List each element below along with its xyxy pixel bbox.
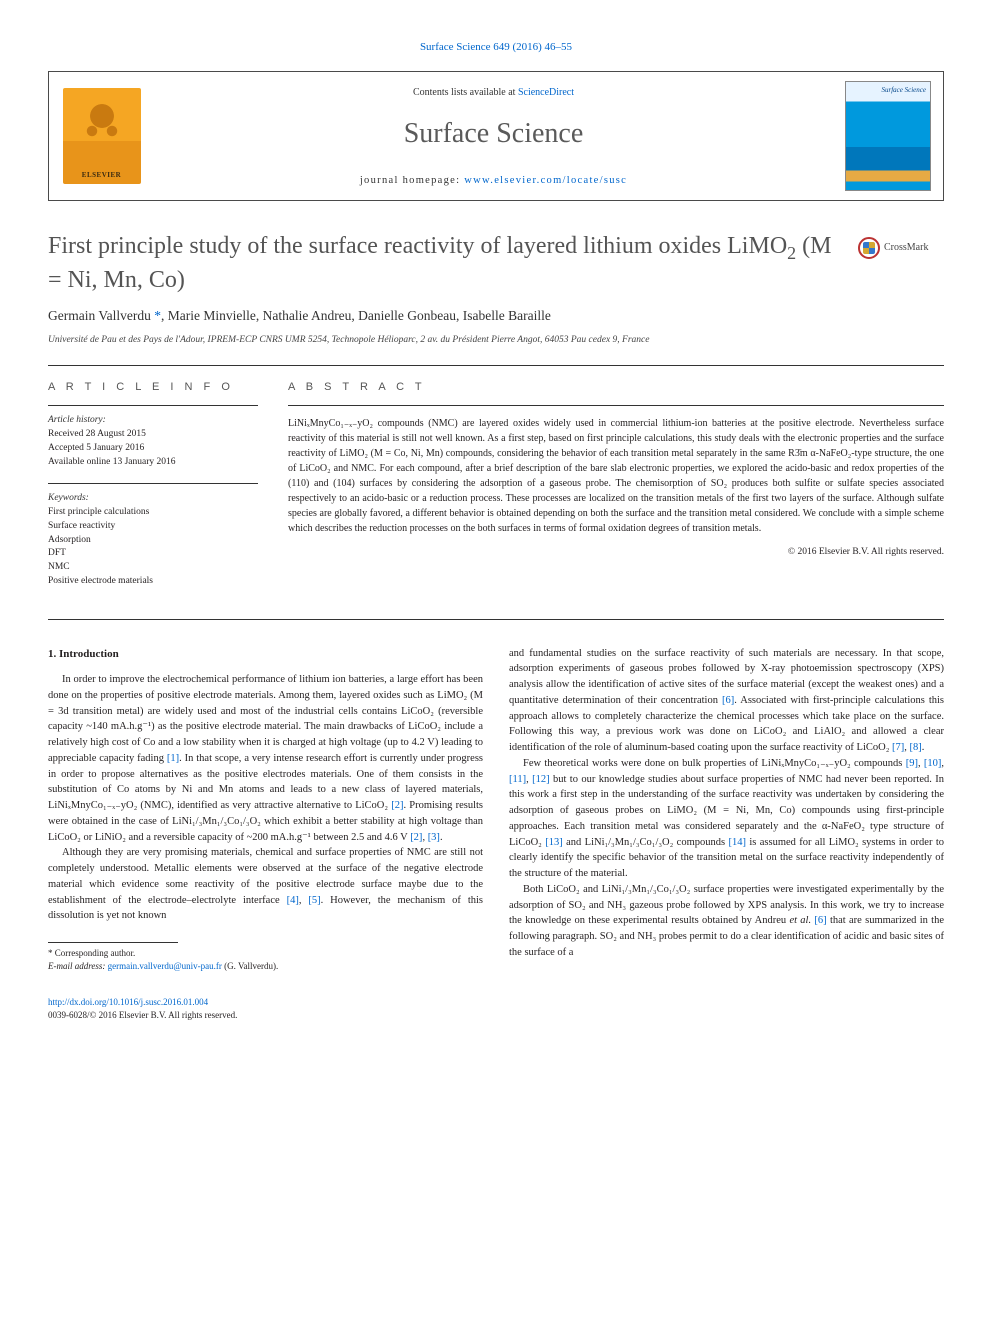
footnote-corresponding: * Corresponding author. — [48, 947, 483, 960]
contents-lists-pre: Contents lists available at — [413, 87, 518, 98]
body-paragraph: and fundamental studies on the surface r… — [509, 646, 944, 756]
journal-cover-area: Surface Science — [833, 72, 943, 200]
body-paragraph: Few theoretical works were done on bulk … — [509, 756, 944, 882]
article-title: First principle study of the surface rea… — [48, 231, 858, 294]
crossmark-badge[interactable]: CrossMark — [858, 231, 944, 259]
contents-lists-line: Contents lists available at ScienceDirec… — [154, 86, 833, 100]
crossmark-icon — [858, 237, 880, 259]
affiliation: Université de Pau et des Pays de l'Adour… — [48, 334, 944, 347]
author-email-link[interactable]: germain.vallverdu@univ-pau.fr — [108, 961, 222, 971]
journal-header: ELSEVIER Contents lists available at Sci… — [48, 71, 944, 201]
keyword: First principle calculations — [48, 506, 258, 520]
email-tail: (G. Vallverdu). — [222, 961, 278, 971]
author-list: Germain Vallverdu *, Marie Minvielle, Na… — [48, 307, 944, 326]
cover-title-text: Surface Science — [846, 82, 930, 96]
homepage-pre: journal homepage: — [360, 175, 464, 186]
history-line: Received 28 August 2015 — [48, 428, 258, 442]
history-line: Accepted 5 January 2016 — [48, 442, 258, 456]
divider — [48, 483, 258, 484]
article-info-heading: A R T I C L E I N F O — [48, 380, 258, 395]
journal-homepage-line: journal homepage: www.elsevier.com/locat… — [154, 174, 833, 189]
publisher-logo-area: ELSEVIER — [49, 72, 154, 200]
keywords-label: Keywords: — [48, 492, 258, 506]
sciencedirect-link[interactable]: ScienceDirect — [518, 87, 574, 98]
body-two-column: 1. Introduction In order to improve the … — [48, 646, 944, 973]
corresponding-author-footnote: * Corresponding author. E-mail address: … — [48, 947, 483, 972]
keyword: NMC — [48, 561, 258, 575]
body-paragraph: Both LiCoO₂ and LiNi₁/₃Mn₁/₃Co₁/₃O₂ surf… — [509, 882, 944, 961]
journal-homepage-link[interactable]: www.elsevier.com/locate/susc — [464, 175, 627, 186]
elsevier-wordmark: ELSEVIER — [82, 171, 121, 185]
journal-cover-thumb: Surface Science — [845, 81, 931, 191]
journal-citation: Surface Science 649 (2016) 46–55 — [48, 40, 944, 55]
title-subscript: 2 — [787, 243, 796, 263]
doi-link[interactable]: http://dx.doi.org/10.1016/j.susc.2016.01… — [48, 997, 208, 1007]
journal-citation-link[interactable]: Surface Science 649 (2016) 46–55 — [420, 41, 572, 53]
keywords-block: Keywords: First principle calculations S… — [48, 492, 258, 588]
divider — [48, 405, 258, 406]
body-paragraph: In order to improve the electrochemical … — [48, 672, 483, 845]
article-info-column: A R T I C L E I N F O Article history: R… — [48, 380, 258, 603]
journal-name: Surface Science — [154, 114, 833, 153]
right-column: and fundamental studies on the surface r… — [509, 646, 944, 973]
crossmark-label: CrossMark — [884, 241, 928, 255]
elsevier-tree-logo: ELSEVIER — [63, 88, 141, 184]
divider — [48, 619, 944, 620]
left-column: 1. Introduction In order to improve the … — [48, 646, 483, 973]
history-label: Article history: — [48, 414, 258, 428]
keyword: Adsorption — [48, 534, 258, 548]
article-history: Article history: Received 28 August 2015… — [48, 414, 258, 469]
history-line: Available online 13 January 2016 — [48, 456, 258, 470]
header-center: Contents lists available at ScienceDirec… — [154, 72, 833, 200]
keyword: Positive electrode materials — [48, 575, 258, 589]
abstract-heading: A B S T R A C T — [288, 380, 944, 395]
abstract-copyright: © 2016 Elsevier B.V. All rights reserved… — [288, 546, 944, 559]
footnote-separator — [48, 942, 178, 943]
footnote-email-line: E-mail address: germain.vallverdu@univ-p… — [48, 960, 483, 973]
divider — [288, 405, 944, 406]
email-label: E-mail address: — [48, 961, 105, 971]
keyword: DFT — [48, 547, 258, 561]
footer-copyright: 0039-6028/© 2016 Elsevier B.V. All right… — [48, 1009, 944, 1022]
keyword: Surface reactivity — [48, 520, 258, 534]
title-part-1: First principle study of the surface rea… — [48, 233, 787, 259]
body-paragraph: Although they are very promising materia… — [48, 845, 483, 924]
abstract-column: A B S T R A C T LiNiₓMnyCo₁₋ₓ₋yO₂ compou… — [288, 380, 944, 603]
abstract-text: LiNiₓMnyCo₁₋ₓ₋yO₂ compounds (NMC) are la… — [288, 416, 944, 536]
page-footer: http://dx.doi.org/10.1016/j.susc.2016.01… — [48, 996, 944, 1021]
section-heading: 1. Introduction — [48, 646, 483, 663]
